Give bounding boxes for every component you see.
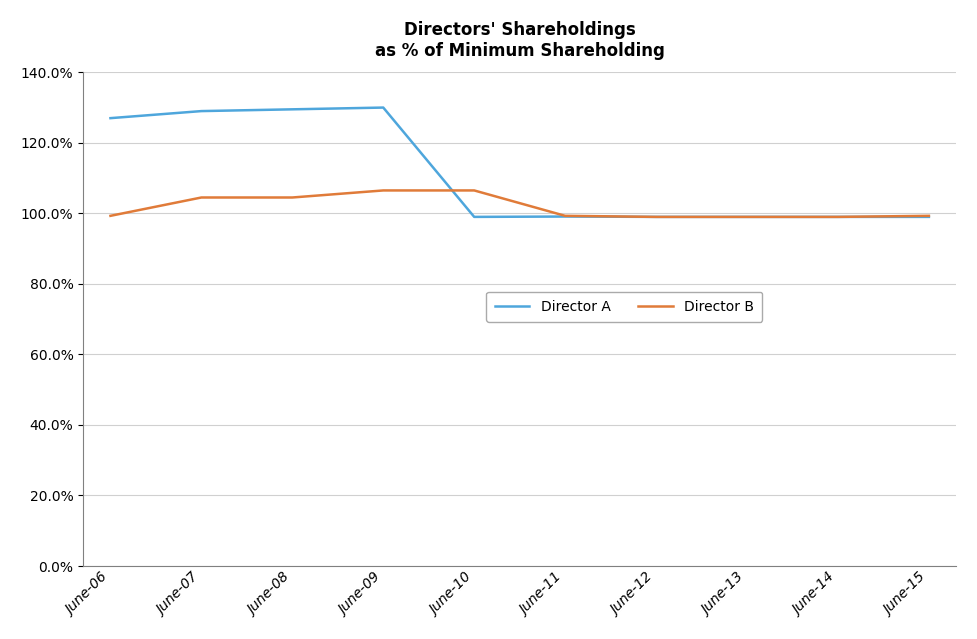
Director A — [195, 107, 207, 115]
Director B — [195, 194, 207, 201]
Director A — [923, 213, 935, 220]
Director A — [742, 213, 753, 220]
Title: Directors' Shareholdings
as % of Minimum Shareholding: Directors' Shareholdings as % of Minimum… — [375, 21, 664, 59]
Line: Director A: Director A — [110, 107, 929, 217]
Director B — [105, 212, 116, 220]
Director A — [468, 213, 480, 220]
Director B — [377, 187, 389, 194]
Director B — [559, 212, 571, 220]
Director B — [923, 212, 935, 220]
Legend: Director A, Director B: Director A, Director B — [487, 291, 762, 322]
Director B — [651, 213, 662, 220]
Director A — [651, 213, 662, 220]
Director B — [742, 213, 753, 220]
Director A — [832, 213, 844, 220]
Director A — [286, 105, 298, 113]
Director B — [286, 194, 298, 201]
Director A — [559, 213, 571, 220]
Line: Director B: Director B — [110, 190, 929, 217]
Director A — [105, 114, 116, 122]
Director A — [377, 104, 389, 111]
Director B — [832, 213, 844, 220]
Director B — [468, 187, 480, 194]
